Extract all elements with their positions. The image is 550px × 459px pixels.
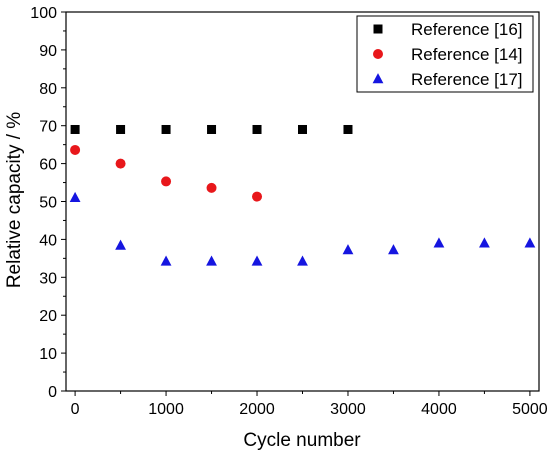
y-tick-label: 30 (39, 270, 57, 287)
triangle-marker (433, 237, 445, 248)
y-tick-label: 0 (48, 384, 57, 401)
square-marker (343, 124, 353, 134)
square-marker (116, 124, 126, 134)
y-tick-label: 60 (39, 157, 57, 174)
triangle-marker (115, 239, 126, 250)
circle-marker (252, 191, 263, 202)
square-marker (373, 24, 383, 34)
square-marker (207, 124, 217, 134)
triangle-marker (479, 237, 490, 248)
legend-item: Reference [17] (372, 70, 523, 89)
x-tick-label: 4000 (421, 401, 457, 418)
y-tick-label: 80 (39, 81, 57, 98)
legend-label: Reference [14] (411, 45, 523, 64)
triangle-marker (69, 191, 81, 202)
legend: Reference [16] Reference [14] Reference [1… (356, 15, 534, 93)
circle-marker (206, 182, 217, 193)
y-tick-label: 100 (30, 5, 57, 22)
x-tick-label: 1000 (148, 401, 184, 418)
circle-marker (115, 158, 126, 169)
circle-marker (161, 176, 172, 187)
x-axis-label: Cycle number (243, 430, 361, 451)
square-marker (298, 124, 307, 134)
x-tick-label: 2000 (239, 401, 275, 418)
y-tick-label: 20 (39, 308, 57, 325)
legend-label: Reference [17] (411, 70, 523, 89)
triangle-marker (524, 237, 536, 248)
legend-item: Reference [14] (373, 45, 523, 64)
x-tick-label: 5000 (512, 401, 548, 418)
circle-marker (70, 144, 81, 155)
square-marker (70, 124, 80, 134)
y-tick-label: 90 (39, 43, 57, 60)
triangle-marker (251, 255, 263, 266)
series-square (70, 124, 353, 134)
triangle-marker (160, 255, 172, 266)
x-tick-label: 0 (71, 401, 80, 418)
triangle-marker (342, 244, 354, 255)
triangle-marker (372, 73, 384, 84)
legend-label: Reference [16] (411, 20, 523, 39)
square-marker (161, 124, 171, 134)
y-tick-label: 10 (39, 346, 57, 363)
y-tick-label: 70 (39, 119, 57, 136)
circle-marker (373, 49, 383, 59)
x-tick-label: 3000 (330, 401, 366, 418)
series-circle (70, 144, 263, 202)
y-tick-label: 50 (39, 195, 57, 212)
triangle-marker (388, 244, 399, 255)
y-tick-label: 40 (39, 232, 57, 249)
square-marker (252, 124, 262, 134)
triangle-marker (206, 255, 217, 266)
series-triangle (69, 191, 536, 266)
data-marks (69, 124, 536, 266)
y-axis-label: Relative capacity / % (4, 112, 25, 288)
triangle-marker (297, 255, 308, 266)
legend-item: Reference [16] (373, 20, 523, 39)
legend-box (356, 15, 534, 93)
